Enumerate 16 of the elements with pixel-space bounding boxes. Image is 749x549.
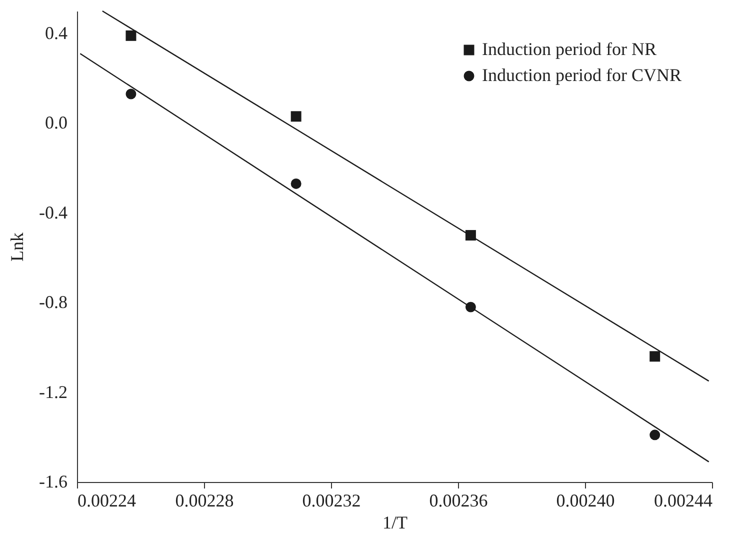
y-tick-label: -1.6 — [39, 472, 68, 492]
y-tick-label: -0.8 — [39, 292, 68, 312]
y-axis-title: Lnk — [7, 232, 28, 262]
y-tick-label: 0.4 — [45, 22, 68, 43]
x-tick-label: 0.00244 — [654, 490, 712, 510]
x-axis-title: 1/T — [382, 512, 408, 532]
legend-label: Induction period for CVNR — [482, 65, 682, 85]
x-tick-label: 0.00240 — [556, 490, 615, 510]
x-tick-label: 0.00224 — [78, 490, 136, 510]
x-tick-label: 0.00232 — [302, 490, 361, 510]
y-tick-label: -0.4 — [39, 202, 68, 222]
x-tick-label: 0.00228 — [175, 490, 234, 510]
y-tick-label: 0.0 — [45, 112, 68, 133]
y-tick-label: -1.2 — [39, 382, 68, 402]
x-tick-label: 0.00236 — [429, 490, 488, 510]
legend-label: Induction period for NR — [482, 39, 656, 59]
